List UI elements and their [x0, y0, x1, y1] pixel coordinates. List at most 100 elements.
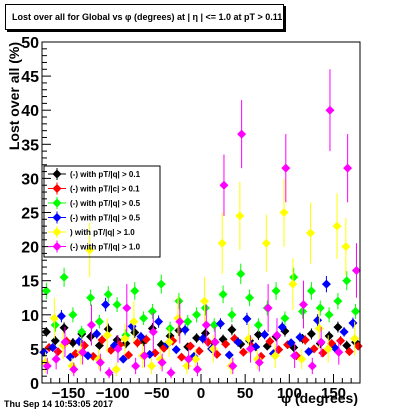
data-point [166, 368, 176, 378]
legend-marker [52, 213, 62, 222]
legend-entry: (-) with pT/|q| > 0.5 [48, 211, 141, 224]
data-point [103, 289, 113, 299]
data-point [191, 354, 201, 364]
data-point [120, 334, 130, 344]
data-point [261, 238, 271, 248]
data-point [341, 242, 351, 252]
data-point [165, 323, 175, 333]
data-point [277, 322, 287, 332]
data-point [336, 336, 346, 346]
data-point [307, 361, 317, 371]
data-point [56, 311, 66, 321]
data-point [253, 320, 263, 330]
data-point [334, 347, 344, 357]
data-point [200, 296, 210, 306]
data-point [102, 330, 112, 340]
data-point [313, 315, 323, 325]
data-point [219, 180, 229, 190]
series-2 [41, 263, 361, 342]
data-point [60, 337, 70, 347]
data-point [185, 341, 195, 351]
data-point [139, 351, 149, 361]
legend-marker [52, 198, 62, 208]
data-point [201, 320, 211, 330]
x-tick-label: 50 [237, 385, 254, 402]
legend-entry: (-) with pT/|q| > 0.5 [48, 197, 141, 209]
data-point [236, 269, 246, 279]
data-point [237, 129, 247, 139]
data-point [68, 310, 78, 320]
data-point [192, 310, 202, 320]
legend-label: ) with pT/|q| > 1.0 [70, 228, 135, 237]
data-point [306, 286, 316, 296]
y-tick-label: 0 [30, 376, 39, 393]
x-tick-label: −50 [144, 385, 169, 402]
data-point [42, 361, 52, 371]
data-point [279, 208, 289, 217]
data-point [118, 354, 128, 364]
data-point [183, 317, 193, 327]
data-point [238, 347, 248, 357]
y-tick-label: 25 [21, 206, 39, 223]
x-tick-label: 150 [321, 385, 346, 402]
data-point [131, 361, 141, 371]
data-point [254, 358, 264, 368]
data-point [221, 339, 231, 349]
data-point [200, 303, 210, 313]
y-tick-label: 5 [30, 342, 39, 359]
chart-title: Lost over all for Global vs φ (degrees) … [12, 12, 283, 22]
data-point [103, 324, 113, 334]
legend: (-) with pT/|q| > 0.1 (-) with pT/|c| > 0… [43, 165, 161, 258]
data-point [111, 364, 121, 374]
data-point [156, 279, 166, 289]
data-point [348, 318, 358, 328]
data-point [351, 306, 361, 316]
data-point [77, 327, 87, 337]
data-point [253, 330, 263, 340]
data-point [245, 344, 255, 354]
y-tick-label: 20 [21, 240, 39, 257]
data-point [315, 303, 325, 313]
data-point [323, 344, 333, 354]
data-point [192, 333, 202, 343]
data-point [68, 338, 78, 348]
legend-label: (-) with pT/|q| > 0.5 [70, 214, 141, 223]
data-point [324, 331, 334, 341]
data-point [51, 354, 61, 364]
data-point [233, 337, 243, 347]
legend-marker [52, 242, 62, 251]
data-point [157, 358, 167, 368]
data-point [49, 313, 59, 323]
data-point [124, 350, 134, 360]
legend-label: (-) with pT/|q| > 0.5 [70, 199, 141, 208]
legend-box [43, 165, 161, 258]
y-tick-label: 40 [21, 103, 39, 120]
legend-entry: (-) with pT/|q| > 0.1 [48, 168, 141, 180]
legend-label: (-) with pT/|c| > 0.1 [70, 185, 140, 194]
data-point [218, 289, 228, 299]
data-point [242, 314, 252, 324]
data-point [350, 334, 360, 344]
y-tick-label: 30 [21, 171, 39, 188]
data-point [101, 300, 111, 310]
data-point [85, 245, 95, 255]
data-point [286, 338, 296, 348]
data-point [48, 343, 58, 353]
legend-marker [52, 184, 62, 193]
data-point [112, 300, 122, 310]
data-point [95, 358, 105, 368]
data-point [184, 354, 194, 364]
y-tick-label: 50 [21, 35, 39, 52]
data-point [324, 310, 334, 320]
x-tick-label: −100 [96, 385, 130, 402]
data-point [321, 279, 331, 289]
axes: 0 5 10 15 20 25 30 35 40 45 50 −150 −100 −50 0 50 100 150 [21, 35, 361, 402]
data-point [265, 336, 275, 346]
data-point [344, 347, 354, 357]
legend-entry: (-) with pT/|c| > 0.1 [48, 182, 140, 195]
data-point [333, 322, 343, 332]
data-markers [39, 69, 363, 379]
data-point [147, 306, 157, 316]
data-point [86, 320, 96, 330]
data-point [174, 296, 184, 306]
